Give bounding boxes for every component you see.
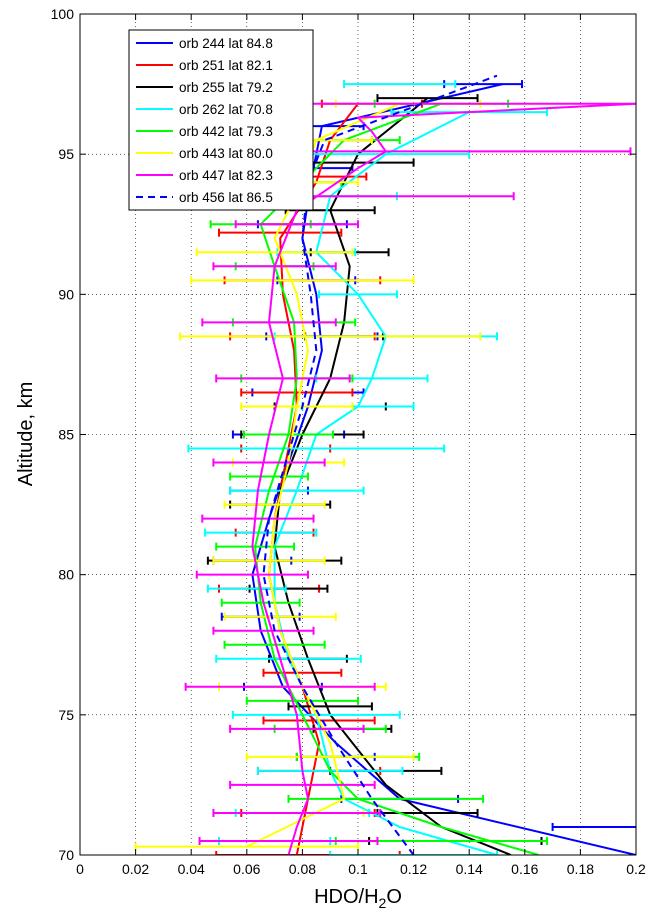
y-tick-label: 85 — [58, 427, 74, 443]
legend-label: orb 443 lat 80.0 — [179, 146, 273, 161]
x-tick-label: 0.08 — [289, 861, 316, 877]
x-tick-label: 0.02 — [122, 861, 149, 877]
legend-label: orb 255 lat 79.2 — [179, 80, 273, 95]
y-tick-label: 80 — [58, 567, 74, 583]
series-line — [273, 97, 512, 855]
legend-item[interactable]: orb 262 lat 70.8 — [136, 102, 273, 117]
x-tick-label: 0.1 — [348, 861, 368, 877]
legend-item[interactable]: orb 244 lat 84.8 — [136, 36, 273, 51]
series-1 — [215, 99, 423, 855]
legend-item[interactable]: orb 251 lat 82.1 — [136, 58, 273, 73]
series-line — [268, 103, 359, 855]
x-tick-label: 0.06 — [233, 861, 260, 877]
y-axis-title: Altitude, km — [15, 382, 37, 486]
x-axis-title-subscript: 2 — [379, 895, 387, 911]
x-axis-title-suffix: O — [386, 886, 402, 908]
legend-item[interactable]: orb 456 lat 86.5 — [136, 190, 273, 205]
y-tick-label: 100 — [51, 6, 75, 22]
y-tick-label: 70 — [58, 847, 74, 863]
x-tick-label: 0 — [76, 861, 84, 877]
series-7 — [262, 74, 498, 855]
y-tick-label: 75 — [58, 707, 74, 723]
y-tick-label: 95 — [58, 146, 74, 162]
series-6 — [140, 99, 636, 855]
series-line — [251, 102, 636, 855]
legend-box — [128, 29, 314, 211]
legend-label: orb 244 lat 84.8 — [179, 36, 273, 51]
x-axis-title-main: HDO/H — [314, 886, 378, 908]
y-tick-label: 90 — [58, 286, 74, 302]
x-tick-label: 0.16 — [511, 861, 538, 877]
x-axis-title: HDO/H2O — [314, 886, 402, 911]
legend-item[interactable]: orb 255 lat 79.2 — [136, 80, 273, 95]
legend-label: orb 456 lat 86.5 — [179, 190, 273, 205]
x-tick-label: 0.18 — [567, 861, 594, 877]
legend[interactable]: orb 244 lat 84.8 orb 251 lat 82.1 orb 255 … — [128, 29, 314, 211]
legend-item[interactable]: orb 447 lat 82.3 — [136, 168, 273, 183]
x-tick-label: 0.14 — [456, 861, 483, 877]
x-tick-label: 0.2 — [626, 861, 646, 877]
x-tick-label: 0.12 — [400, 861, 427, 877]
legend-item[interactable]: orb 443 lat 80.0 — [136, 146, 273, 161]
series-line — [254, 102, 539, 855]
legend-item[interactable]: orb 442 lat 79.3 — [136, 124, 273, 139]
legend-label: orb 251 lat 82.1 — [179, 58, 273, 73]
x-tick-label: 0.04 — [178, 861, 205, 877]
ticks: 0 0.02 0.04 0.06 0.08 0.1 0.12 0.14 0.16 0.18 0.2 7… — [51, 6, 646, 877]
series-line — [262, 74, 498, 855]
legend-label: orb 447 lat 82.3 — [179, 168, 273, 183]
legend-label: orb 442 lat 79.3 — [179, 124, 273, 139]
legend-label: orb 262 lat 70.8 — [179, 102, 273, 117]
